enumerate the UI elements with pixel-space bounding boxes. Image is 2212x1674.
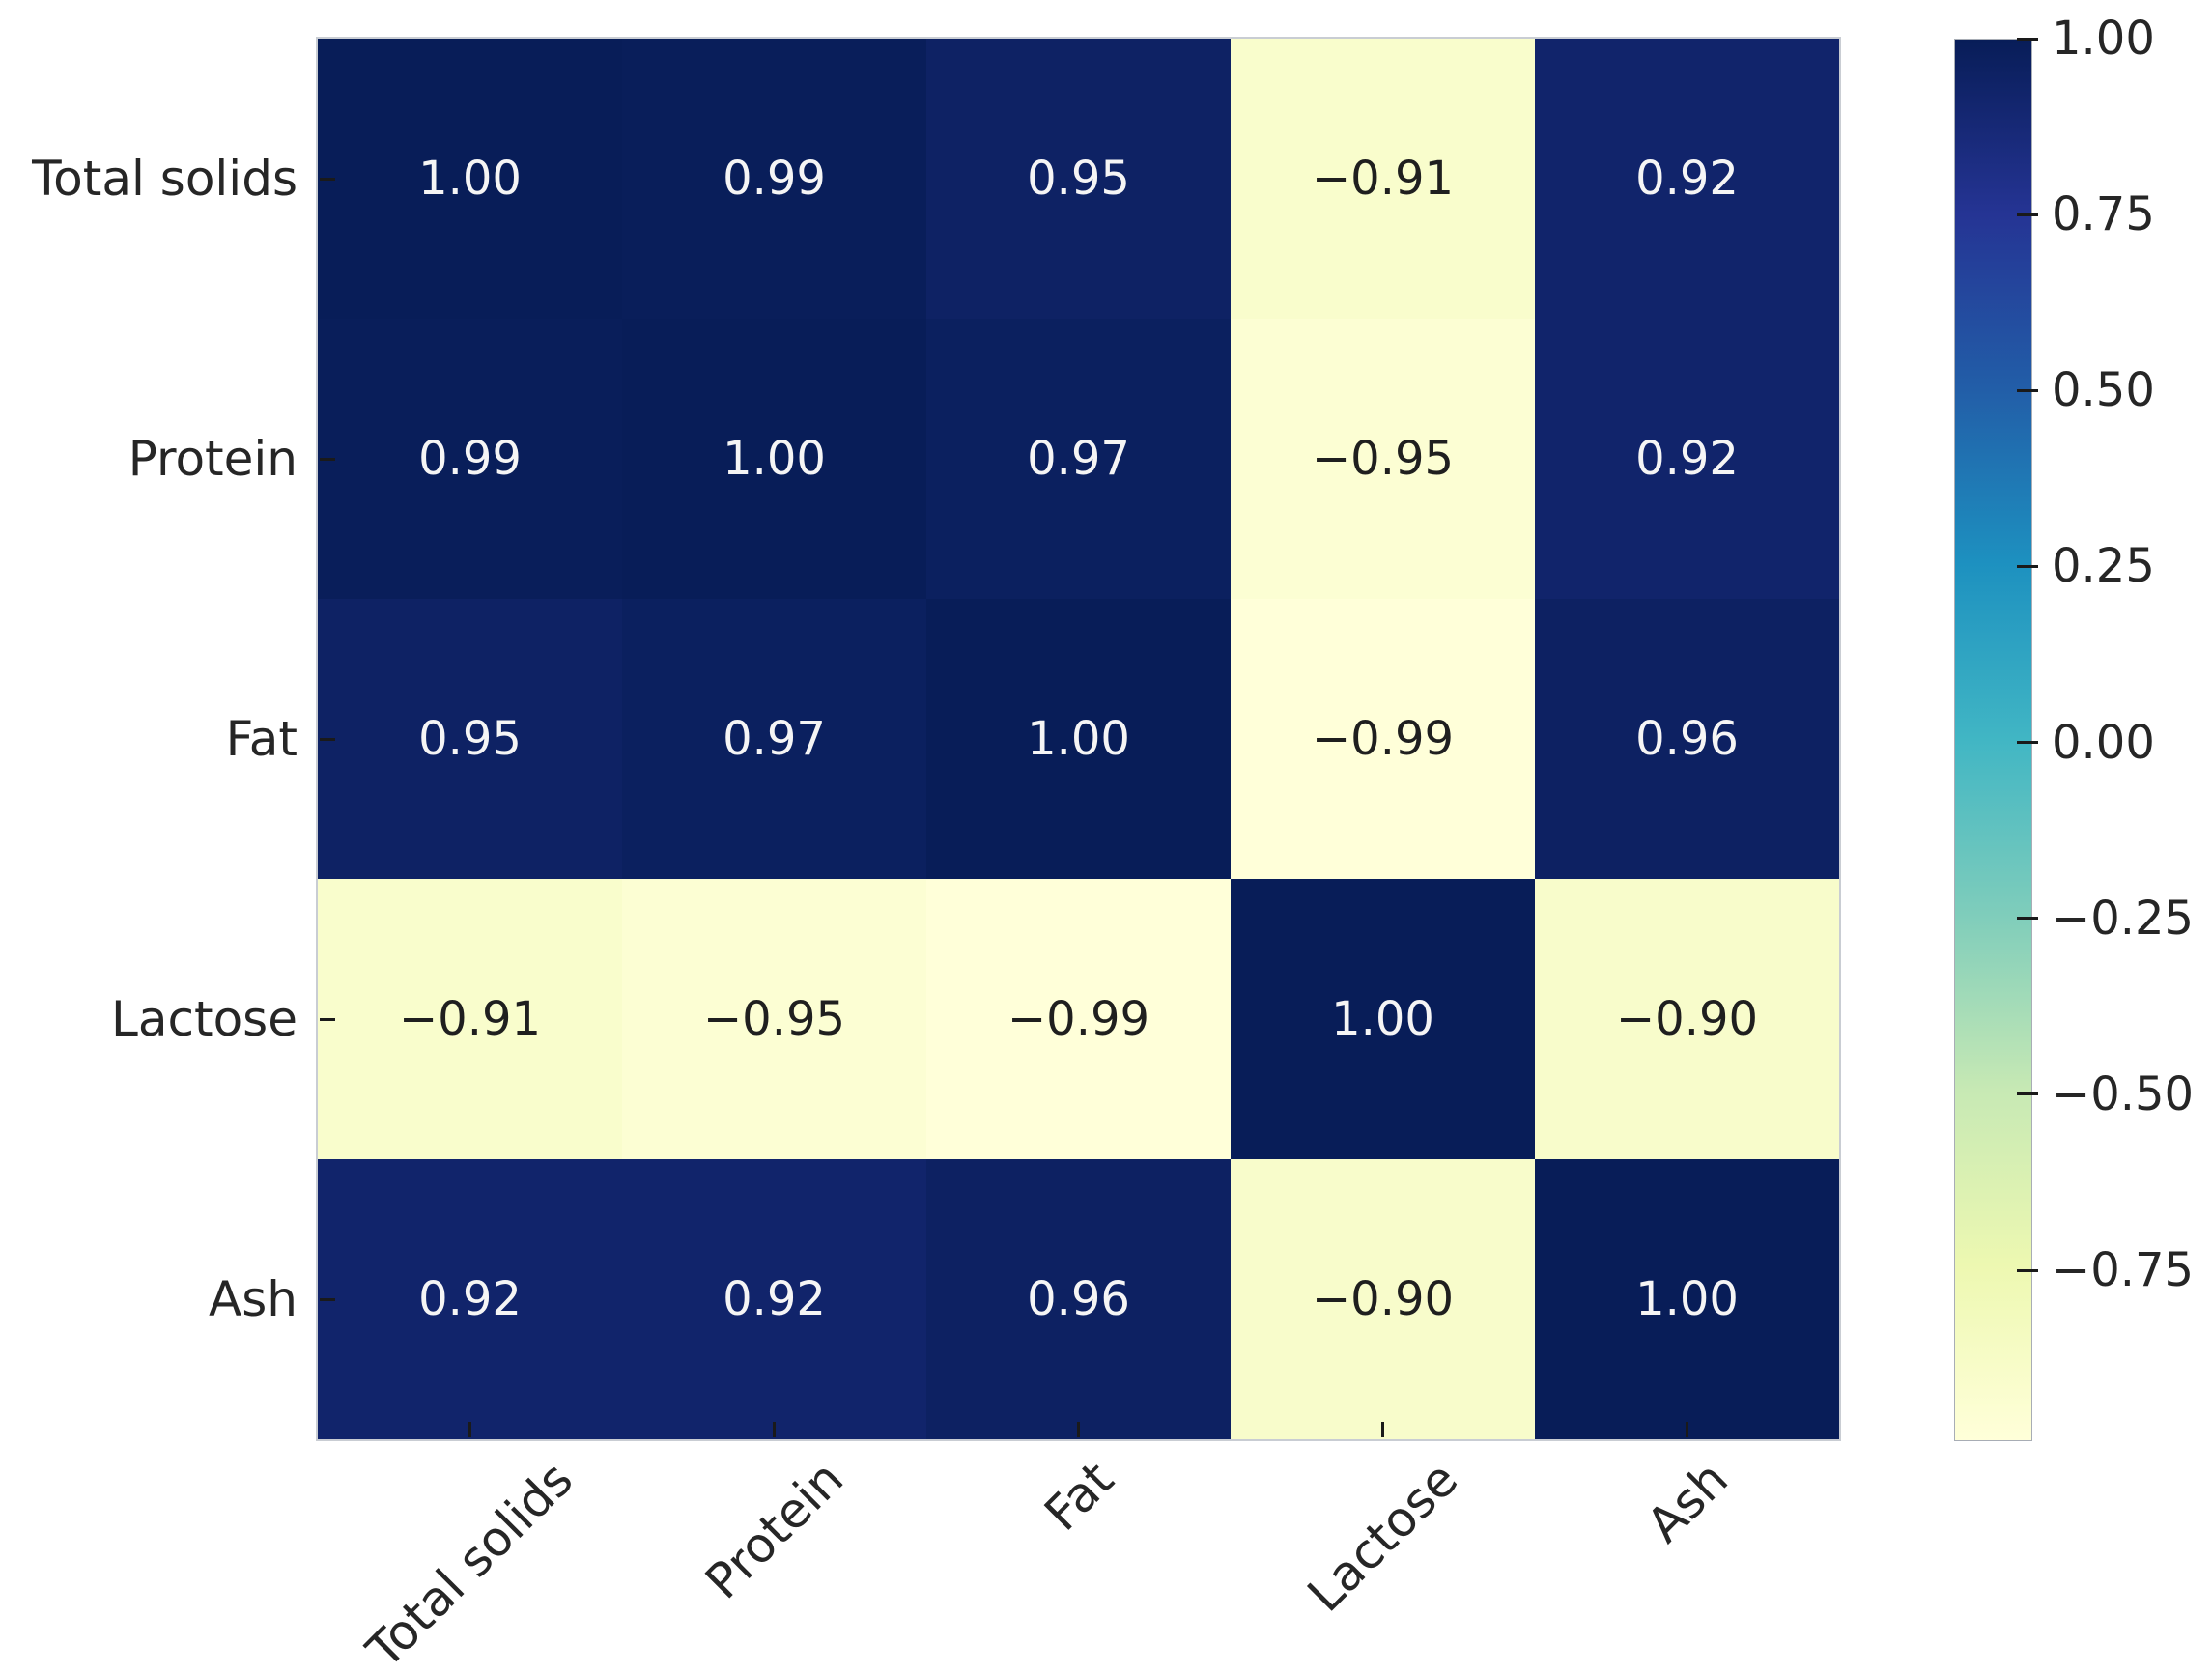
heatmap-cell: 0.97 bbox=[926, 319, 1231, 599]
x-tick bbox=[773, 1422, 776, 1437]
cell-value: −0.90 bbox=[1615, 992, 1759, 1046]
cell-value: 0.99 bbox=[723, 152, 826, 206]
cell-value: 0.92 bbox=[1635, 432, 1739, 486]
y-tick bbox=[320, 177, 335, 181]
heatmap-cell: 0.92 bbox=[1535, 319, 1839, 599]
cell-value: −0.95 bbox=[702, 992, 846, 1046]
cell-value: 1.00 bbox=[1027, 712, 1130, 766]
heatmap-cell: 1.00 bbox=[1231, 879, 1535, 1159]
cell-value: 0.96 bbox=[1635, 712, 1739, 766]
x-tick bbox=[1381, 1422, 1384, 1437]
heatmap-cell: −0.95 bbox=[622, 879, 926, 1159]
heatmap-cell: 0.92 bbox=[318, 1159, 622, 1439]
heatmap-cell: −0.99 bbox=[926, 879, 1231, 1159]
x-axis-label: Lactose bbox=[1296, 1450, 1469, 1623]
colorbar-tick-label: −0.25 bbox=[2052, 891, 2195, 946]
cell-value: 0.92 bbox=[723, 1272, 826, 1326]
cell-value: −0.91 bbox=[1311, 152, 1455, 206]
heatmap-cell: −0.90 bbox=[1231, 1159, 1535, 1439]
colorbar-gradient bbox=[1954, 39, 2032, 1441]
x-axis-label: Ash bbox=[1635, 1451, 1739, 1554]
colorbar-tick bbox=[2017, 741, 2038, 745]
cell-value: 0.97 bbox=[1027, 432, 1130, 486]
x-axis-label: Fat bbox=[1033, 1450, 1124, 1542]
heatmap-cell: 0.97 bbox=[622, 599, 926, 879]
colorbar-tick bbox=[2017, 213, 2038, 216]
colorbar-tick-label: 0.50 bbox=[2052, 363, 2155, 418]
heatmap-cell: −0.90 bbox=[1535, 879, 1839, 1159]
x-axis-label: Total solids bbox=[355, 1451, 584, 1674]
heatmap-cell: −0.91 bbox=[1231, 39, 1535, 319]
y-axis-label: Lactose bbox=[111, 991, 298, 1047]
heatmap-cell: 0.95 bbox=[926, 39, 1231, 319]
x-tick bbox=[468, 1422, 471, 1437]
colorbar-tick-label: 0.25 bbox=[2052, 539, 2155, 594]
cell-value: 0.92 bbox=[418, 1272, 522, 1326]
heatmap-cell: 0.92 bbox=[622, 1159, 926, 1439]
heatmap-cell: 1.00 bbox=[1535, 1159, 1839, 1439]
heatmap-cell: 1.00 bbox=[926, 599, 1231, 879]
cell-value: 0.92 bbox=[1635, 152, 1739, 206]
heatmap: 1.00 0.99 0.95 −0.91 0.92 0.99 1.00 0.97 −0.95 0.… bbox=[318, 39, 1839, 1439]
cell-value: 0.97 bbox=[723, 712, 826, 766]
cell-value: 0.95 bbox=[418, 712, 522, 766]
colorbar-tick bbox=[2017, 564, 2038, 568]
cell-value: 0.95 bbox=[1027, 152, 1130, 206]
y-tick bbox=[320, 1297, 335, 1301]
heatmap-cell: 0.95 bbox=[318, 599, 622, 879]
colorbar-tick bbox=[2017, 388, 2038, 392]
colorbar-tick bbox=[2017, 917, 2038, 921]
y-tick bbox=[320, 457, 335, 461]
heatmap-cell: −0.99 bbox=[1231, 599, 1535, 879]
colorbar-tick-label: −0.50 bbox=[2052, 1066, 2195, 1121]
x-tick bbox=[1077, 1422, 1080, 1437]
y-tick bbox=[320, 737, 335, 741]
colorbar-tick-label: 0.00 bbox=[2052, 715, 2155, 770]
x-axis-label: Protein bbox=[695, 1450, 855, 1610]
heatmap-cell: 0.99 bbox=[318, 319, 622, 599]
heatmap-cell: 0.96 bbox=[926, 1159, 1231, 1439]
y-tick bbox=[320, 1017, 335, 1021]
y-axis-label: Fat bbox=[225, 711, 298, 767]
cell-value: −0.90 bbox=[1311, 1272, 1455, 1326]
x-tick bbox=[1686, 1422, 1688, 1437]
cell-value: 0.96 bbox=[1027, 1272, 1130, 1326]
cell-value: −0.95 bbox=[1311, 432, 1455, 486]
heatmap-cell: 0.99 bbox=[622, 39, 926, 319]
colorbar-tick bbox=[2017, 1268, 2038, 1272]
colorbar-tick bbox=[2017, 37, 2038, 41]
heatmap-cell: 1.00 bbox=[622, 319, 926, 599]
cell-value: −0.91 bbox=[398, 992, 542, 1046]
y-axis-label: Ash bbox=[209, 1271, 298, 1327]
cell-value: 0.99 bbox=[418, 432, 522, 486]
y-axis-label: Protein bbox=[128, 431, 298, 487]
cell-value: 1.00 bbox=[1331, 992, 1434, 1046]
colorbar-tick-label: 1.00 bbox=[2052, 12, 2155, 66]
cell-value: 1.00 bbox=[1635, 1272, 1739, 1326]
cell-value: 1.00 bbox=[418, 152, 522, 206]
cell-value: −0.99 bbox=[1007, 992, 1150, 1046]
heatmap-cell: −0.95 bbox=[1231, 319, 1535, 599]
heatmap-cell: 1.00 bbox=[318, 39, 622, 319]
cell-value: 1.00 bbox=[723, 432, 826, 486]
colorbar-tick-label: 0.75 bbox=[2052, 187, 2155, 242]
heatmap-cell: 0.92 bbox=[1535, 39, 1839, 319]
heatmap-cell: −0.91 bbox=[318, 879, 622, 1159]
cell-value: −0.99 bbox=[1311, 712, 1455, 766]
heatmap-cell: 0.96 bbox=[1535, 599, 1839, 879]
y-axis-label: Total solids bbox=[32, 151, 298, 207]
colorbar-tick-label: −0.75 bbox=[2052, 1243, 2195, 1298]
colorbar-tick bbox=[2017, 1092, 2038, 1096]
